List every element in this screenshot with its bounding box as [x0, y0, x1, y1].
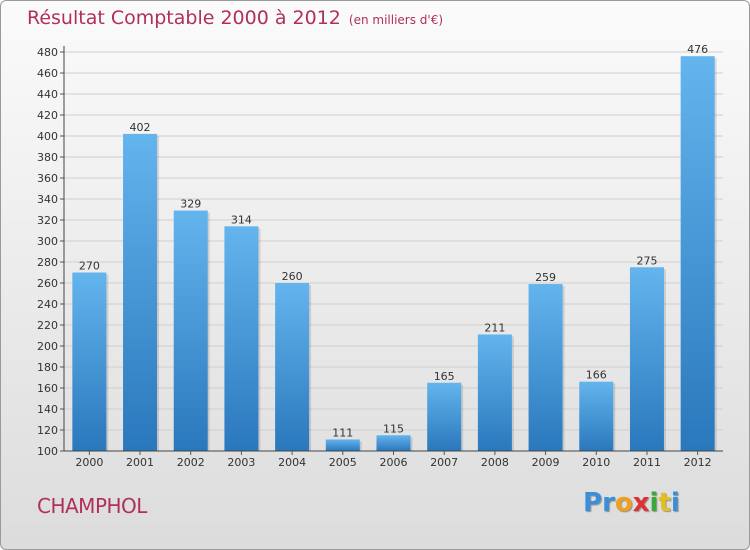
logo-letter: P [583, 488, 603, 518]
bar-2002 [173, 210, 208, 451]
data-label-2010: 166 [586, 369, 607, 382]
x-tick-label-2006: 2006 [380, 456, 408, 469]
bar-2006 [376, 435, 411, 451]
data-label-2006: 115 [383, 422, 404, 435]
y-tick-label-300: 300 [37, 235, 58, 248]
y-tick-label-260: 260 [37, 277, 58, 290]
logo-letter: r [602, 488, 615, 518]
logo-letter: x [632, 488, 650, 518]
x-tick-label-2010: 2010 [582, 456, 610, 469]
data-label-2008: 211 [484, 321, 505, 334]
x-tick-label-2007: 2007 [430, 456, 458, 469]
bar-2001 [123, 133, 158, 451]
chart-title-text: Résultat Comptable 2000 à 2012 [27, 7, 341, 29]
y-tick-label-340: 340 [37, 193, 58, 206]
axes: 100 120 140 160 180 200 220 240 260 280 300 320 340 3… [37, 46, 723, 469]
data-label-2002: 329 [180, 198, 201, 211]
grid-lines [64, 51, 723, 452]
y-tick-label-480: 480 [37, 46, 58, 59]
bars: 270 402 329 314 260 111 115 165 211 259 166 275 476 [72, 43, 717, 451]
bar-2012 [680, 56, 715, 451]
commune-name: CHAMPHOL [37, 494, 147, 518]
proxiti-logo: Proxiti [583, 488, 680, 518]
bar-2008 [477, 334, 512, 451]
data-label-2003: 314 [231, 213, 252, 226]
logo-letter: i [670, 488, 680, 518]
bar-2009 [528, 284, 563, 451]
chart-title: Résultat Comptable 2000 à 2012 (en millie… [27, 7, 443, 29]
x-tick-label-2003: 2003 [227, 456, 255, 469]
data-label-2011: 275 [636, 254, 657, 267]
y-tick-label-220: 220 [37, 319, 58, 332]
logo-letter: o [614, 488, 633, 518]
y-tick-label-160: 160 [37, 382, 58, 395]
bar-2007 [427, 382, 462, 451]
data-label-2000: 270 [79, 260, 100, 273]
data-label-2012: 476 [687, 43, 708, 56]
y-tick-label-100: 100 [37, 445, 58, 458]
y-tick-label-460: 460 [37, 67, 58, 80]
y-tick-label-180: 180 [37, 361, 58, 374]
data-label-2005: 111 [332, 426, 353, 439]
logo-letter: i [649, 488, 659, 518]
y-tick-label-200: 200 [37, 340, 58, 353]
y-tick-label-400: 400 [37, 130, 58, 143]
y-tick-label-360: 360 [37, 172, 58, 185]
logo-letter: t [658, 488, 671, 518]
y-tick-label-280: 280 [37, 256, 58, 269]
x-tick-label-2004: 2004 [278, 456, 306, 469]
bar-2005 [325, 439, 360, 451]
data-label-2001: 402 [130, 121, 151, 134]
data-label-2007: 165 [434, 370, 455, 383]
x-tick-label-2005: 2005 [329, 456, 357, 469]
bar-2010 [579, 381, 614, 451]
y-tick-label-420: 420 [37, 109, 58, 122]
y-tick-label-240: 240 [37, 298, 58, 311]
x-tick-label-2000: 2000 [75, 456, 103, 469]
x-tick-label-2002: 2002 [177, 456, 205, 469]
bar-2011 [629, 267, 664, 451]
y-tick-label-380: 380 [37, 151, 58, 164]
bar-2000 [72, 272, 107, 451]
x-tick-label-2009: 2009 [532, 456, 560, 469]
x-tick-label-2012: 2012 [684, 456, 712, 469]
y-tick-label-440: 440 [37, 88, 58, 101]
y-tick-label-140: 140 [37, 403, 58, 416]
y-tick-label-320: 320 [37, 214, 58, 227]
x-tick-label-2001: 2001 [126, 456, 154, 469]
data-label-2009: 259 [535, 271, 556, 284]
bar-2004 [275, 283, 310, 451]
data-label-2004: 260 [282, 270, 303, 283]
chart-subtitle: (en milliers d'€) [348, 13, 444, 27]
x-tick-label-2011: 2011 [633, 456, 661, 469]
y-tick-label-120: 120 [37, 424, 58, 437]
bar-2003 [224, 226, 259, 451]
x-tick-label-2008: 2008 [481, 456, 509, 469]
